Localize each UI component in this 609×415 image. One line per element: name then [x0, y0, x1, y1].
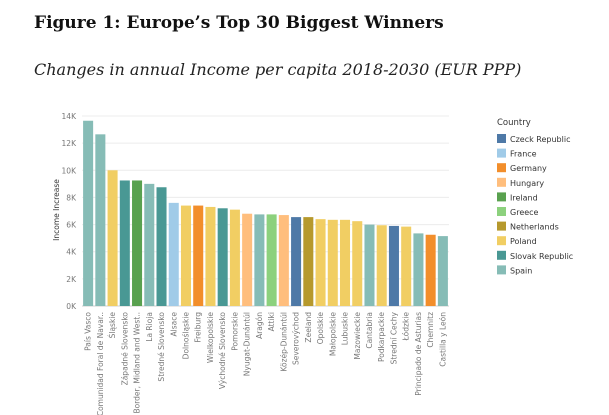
y-tick-label: 0K — [66, 302, 77, 311]
bar — [229, 209, 240, 306]
x-tick-label: Opolskie — [316, 312, 325, 345]
bar — [242, 213, 253, 306]
bar — [327, 219, 338, 306]
legend-swatch — [497, 163, 506, 173]
legend-swatch — [497, 265, 506, 275]
bar — [132, 180, 143, 306]
legend-swatch — [497, 236, 506, 246]
x-axis-ticks: País Vasco Comunidad Foral de Navar.. Śląs… — [84, 311, 448, 415]
bar — [156, 187, 167, 306]
x-tick-label: Východné Slovensko — [218, 312, 227, 390]
x-tick-label: Közép-Dunántúl — [279, 312, 288, 372]
y-tick-label: 10K — [62, 166, 78, 175]
x-tick-label: Aragón — [255, 312, 264, 339]
x-tick-label: Strední Cechy — [389, 311, 398, 364]
x-tick-label: Border, Midland and West.. — [133, 312, 142, 414]
bar — [437, 236, 448, 306]
x-tick-label: Castilla y León — [438, 312, 447, 367]
y-tick-label: 12K — [62, 139, 78, 148]
x-tick-label: Lubuskie — [341, 312, 350, 346]
x-tick-label: Severovýchod — [292, 312, 301, 365]
legend-label: Ireland — [510, 193, 538, 202]
x-tick-label: Chemnitz — [426, 312, 435, 348]
bars — [83, 120, 448, 306]
legend-swatch — [497, 192, 506, 202]
x-tick-label: Zeeland — [304, 312, 313, 343]
bar — [278, 215, 289, 306]
x-tick-label: Śląskie — [108, 312, 117, 339]
bar — [217, 208, 228, 306]
y-tick-label: 4K — [66, 248, 77, 257]
legend-swatch — [497, 221, 506, 231]
legend-title: Country — [497, 118, 531, 128]
y-tick-label: 14K — [62, 112, 78, 121]
x-tick-label: La Rioja — [145, 312, 154, 342]
x-tick-label: Łódzkie — [402, 312, 411, 342]
figure-title: Figure 1: Europe’s Top 30 Biggest Winner… — [34, 13, 444, 33]
y-axis-ticks: 0K 2K 4K 6K 8K 10K 12K 14K — [62, 112, 78, 311]
gridlines — [82, 115, 449, 307]
figure-subtitle: Changes in annual Income per capita 2018… — [34, 60, 522, 79]
bar — [352, 221, 363, 306]
bar — [254, 214, 265, 306]
x-tick-label: Principado de Asturias — [414, 312, 423, 396]
legend-label: Spain — [510, 266, 532, 275]
legend-label: Hungary — [510, 179, 544, 188]
bar — [180, 205, 191, 306]
x-tick-label: Alsace — [169, 312, 178, 337]
legend-swatch — [497, 148, 506, 158]
bar — [388, 225, 399, 306]
bar — [168, 202, 179, 306]
bar — [401, 226, 412, 306]
legend-label: Germany — [510, 164, 547, 173]
y-tick-label: 2K — [66, 275, 77, 284]
legend-label: France — [510, 150, 537, 159]
legend-swatch — [497, 207, 506, 216]
bar — [193, 205, 204, 306]
x-tick-label: Stredné Slovensko — [157, 312, 166, 382]
legend-label: Slovak Republic — [510, 252, 573, 261]
x-tick-label: Małopolskie — [328, 312, 337, 357]
x-tick-label: Comunidad Foral de Navar.. — [96, 312, 105, 415]
x-tick-label: Nyugat-Dunántúl — [243, 312, 252, 376]
x-tick-label: Cantabria — [365, 312, 374, 349]
x-tick-label: Podkarpackie — [377, 312, 386, 362]
x-tick-label: Attiki — [267, 312, 276, 331]
legend-swatch — [497, 250, 506, 260]
bar — [413, 233, 424, 306]
legend-swatch — [497, 134, 506, 143]
x-tick-label: Pomorskie — [230, 312, 239, 351]
bar — [95, 134, 106, 306]
bar — [376, 225, 387, 306]
bar — [119, 180, 130, 306]
bar — [340, 219, 351, 306]
legend-label: Czeck Republic — [510, 135, 570, 144]
bar — [291, 217, 302, 306]
x-tick-label: Dolnośląskie — [181, 312, 190, 360]
bar — [205, 206, 216, 306]
y-axis-label: Income Increase — [52, 179, 61, 241]
x-tick-label: Freiburg — [194, 312, 203, 343]
y-tick-label: 8K — [66, 193, 77, 202]
bar — [303, 217, 314, 306]
bar — [364, 224, 375, 306]
x-tick-label: Západné Slovensko — [120, 312, 129, 386]
legend-label: Poland — [510, 237, 537, 246]
bar — [315, 219, 326, 306]
x-tick-label: País Vasco — [84, 312, 93, 351]
legend-swatch — [497, 177, 506, 187]
bar — [266, 214, 277, 306]
bar — [107, 170, 118, 306]
x-tick-label: Mazowieckie — [353, 312, 362, 360]
y-tick-label: 6K — [66, 221, 77, 230]
bar — [83, 120, 94, 306]
legend: Country Czeck Republic France Germany Hunga… — [497, 118, 573, 275]
legend-label: Netherlands — [510, 223, 559, 232]
bar — [425, 234, 436, 306]
x-tick-label: Wielkopolskie — [206, 312, 215, 363]
legend-label: Greece — [510, 208, 539, 217]
bar — [144, 183, 155, 306]
